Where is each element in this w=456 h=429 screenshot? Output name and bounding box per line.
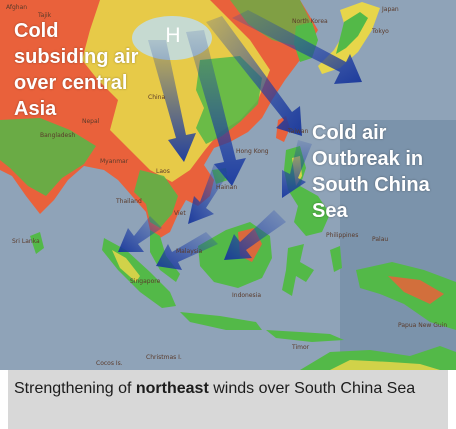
caption-text-before: Strengthening of (14, 380, 136, 397)
place-label: Thailand (116, 198, 142, 205)
cold-air-outbreak-line: Cold air (312, 122, 387, 144)
place-label: Sri Lanka (12, 238, 40, 245)
place-label: Taiwan (288, 128, 309, 135)
place-label: Indonesia (232, 292, 262, 299)
japan-low (336, 12, 368, 54)
caption-box: Strengthening of northeast winds over So… (8, 370, 448, 429)
place-label: Cocos Is. (96, 360, 123, 367)
terrain-low-indochina (134, 170, 178, 228)
new-guinea-high (388, 276, 444, 304)
cold-air-outbreak-line: South China (312, 174, 430, 196)
place-label: Christmas I. (146, 354, 182, 361)
java (180, 312, 262, 330)
place-label: Papua New Guin (398, 322, 448, 329)
wind-arrow (118, 216, 162, 252)
wind-arrow (186, 30, 246, 186)
cold-subsiding-air-line: Asia (14, 98, 57, 120)
map (0, 0, 456, 370)
cold-air-outbreak-line: Outbreak in (312, 148, 424, 170)
place-label: Afghan (6, 4, 28, 11)
caption-text-after: winds over South China Sea (208, 380, 416, 397)
terrain-low-india (0, 118, 96, 196)
lesser-sunda (266, 330, 344, 342)
caption-text: Strengthening of northeast winds over So… (14, 378, 444, 399)
wind-arrow (224, 210, 286, 260)
place-label: Viet (174, 210, 186, 217)
place-label: Myanmar (100, 158, 129, 165)
sulawesi (282, 244, 314, 296)
place-label: Japan (382, 6, 399, 13)
cold-subsiding-air-label: Cold subsiding air over central Asia (14, 18, 138, 122)
place-label: Philippines (326, 232, 359, 239)
place-label: Tajik (38, 12, 52, 19)
place-label: Hainan (216, 184, 238, 191)
sri-lanka (30, 232, 44, 254)
moluccas (330, 246, 342, 272)
wind-arrow (156, 232, 218, 270)
new-guinea (356, 262, 456, 330)
place-label: Hong Kong (236, 148, 269, 155)
place-label: China (148, 94, 166, 101)
wind-arrows (118, 10, 362, 270)
wind-arrow (148, 40, 196, 162)
place-label: Singapore (130, 278, 161, 285)
place-label: Bangladesh (40, 132, 76, 139)
wind-arrow (188, 164, 228, 224)
wind-arrow (232, 10, 362, 84)
australia-mid (330, 360, 440, 370)
cold-subsiding-air-line: over central (14, 72, 128, 94)
cold-subsiding-air-line: Cold (14, 20, 59, 42)
cold-air-outbreak-label: Cold air Outbreak in South China Sea (312, 120, 430, 224)
place-label: Palau (372, 236, 389, 243)
caption-text-bold: northeast (135, 380, 209, 397)
place-label: Nepal (82, 118, 100, 125)
wind-arrow (206, 16, 302, 136)
place-label: Timor (292, 344, 310, 351)
deep-ocean (340, 120, 456, 370)
place-label: Tokyo (372, 28, 389, 35)
cold-subsiding-air-line: subsiding air (14, 46, 139, 68)
high-pressure-label: H (165, 24, 181, 47)
place-label: Malaysia (176, 248, 203, 255)
cold-air-outbreak-line: Sea (312, 200, 348, 222)
wind-arrow (282, 140, 312, 198)
place-label: North Korea (292, 18, 328, 25)
place-label: Laos (156, 168, 170, 175)
sumatra-high (112, 250, 140, 282)
